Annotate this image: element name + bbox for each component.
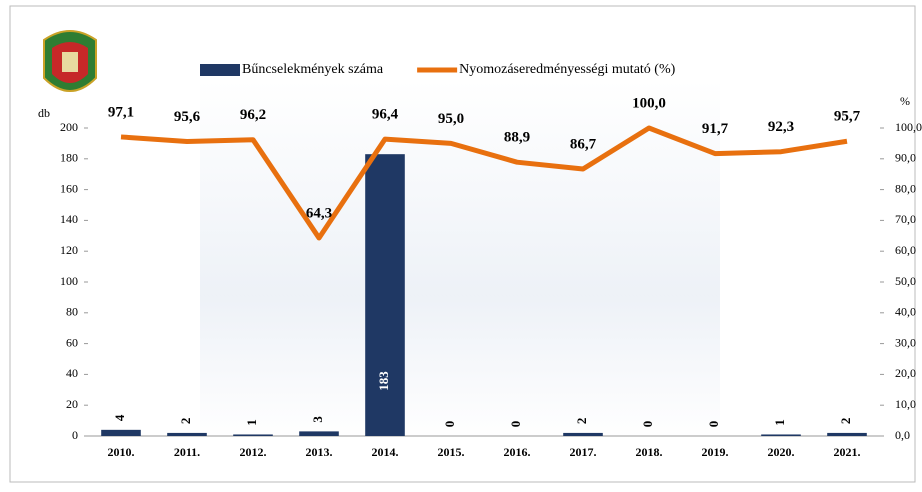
y2-tick-label: 20,0 xyxy=(895,366,916,380)
bar xyxy=(761,434,801,436)
y2-axis-label: % xyxy=(900,94,910,108)
line-value-label: 95,7 xyxy=(834,109,861,125)
line-value-label: 91,7 xyxy=(702,121,729,137)
line-value-label: 92,3 xyxy=(768,119,794,135)
bar-value-label: 2 xyxy=(178,418,193,425)
line-value-label: 96,4 xyxy=(372,107,399,123)
line-value-label: 95,6 xyxy=(174,109,201,125)
bar xyxy=(299,431,339,436)
line-value-label: 97,1 xyxy=(108,104,134,120)
line-value-label: 64,3 xyxy=(306,205,332,221)
y2-tick-label: 90,0 xyxy=(895,151,916,165)
line-value-label: 100,0 xyxy=(632,95,666,111)
x-tick-label: 2015. xyxy=(438,445,465,459)
y-tick-label: 40 xyxy=(66,366,78,380)
bar-value-label: 0 xyxy=(706,421,721,428)
logo xyxy=(43,30,97,92)
y-tick-label: 60 xyxy=(66,335,78,349)
y2-tick-label: 100,0 xyxy=(895,120,922,134)
y2-tick-label: 10,0 xyxy=(895,397,916,411)
y-tick-label: 0 xyxy=(72,428,78,442)
bar-value-label: 2 xyxy=(838,418,853,425)
y-tick-label: 80 xyxy=(66,305,78,319)
bar-value-label: 1 xyxy=(244,419,259,426)
y2-tick-label: 30,0 xyxy=(895,335,916,349)
bar-value-label: 2 xyxy=(574,418,589,425)
line-value-label: 88,9 xyxy=(504,130,530,146)
line-value-label: 96,2 xyxy=(240,107,266,123)
y-tick-label: 180 xyxy=(60,151,78,165)
x-tick-label: 2019. xyxy=(702,445,729,459)
bar-value-label: 0 xyxy=(442,421,457,428)
x-tick-label: 2010. xyxy=(108,445,135,459)
x-tick-label: 2017. xyxy=(570,445,597,459)
y-tick-label: 140 xyxy=(60,212,78,226)
x-tick-label: 2016. xyxy=(504,445,531,459)
bar-value-label: 4 xyxy=(112,414,127,421)
y2-tick-label: 50,0 xyxy=(895,274,916,288)
y-tick-label: 100 xyxy=(60,274,78,288)
bar-value-label: 183 xyxy=(376,371,391,391)
y-tick-label: 200 xyxy=(60,120,78,134)
x-tick-label: 2014. xyxy=(372,445,399,459)
legend-label: Bűncselekmények száma xyxy=(242,62,384,77)
x-tick-label: 2011. xyxy=(174,445,200,459)
line xyxy=(120,125,848,241)
bar-value-label: 0 xyxy=(508,421,523,428)
bar xyxy=(167,432,207,436)
y2-tick-label: 80,0 xyxy=(895,181,916,195)
y2-tick-label: 70,0 xyxy=(895,212,916,226)
y-tick-label: 120 xyxy=(60,243,78,257)
legend-label: Nyomozáseredményességi mutató (%) xyxy=(459,62,675,77)
x-tick-label: 2021. xyxy=(834,445,861,459)
legend: Bűncselekmények száma Nyomozáseredményess… xyxy=(200,62,676,77)
x-tick-label: 2013. xyxy=(306,445,333,459)
y2-tick-label: 40,0 xyxy=(895,305,916,319)
x-tick-label: 2020. xyxy=(768,445,795,459)
legend-swatch xyxy=(200,64,240,76)
y2-tick-label: 0,0 xyxy=(895,428,910,442)
x-tick-label: 2018. xyxy=(636,445,663,459)
line-value-label: 86,7 xyxy=(570,136,597,152)
bar xyxy=(101,429,141,436)
x-tick-label: 2012. xyxy=(240,445,267,459)
bar-value-label: 3 xyxy=(310,416,325,423)
bar-value-label: 1 xyxy=(772,419,787,426)
line-value-label: 95,0 xyxy=(438,111,464,127)
bar xyxy=(827,432,867,436)
bar xyxy=(233,434,273,436)
y-axis-label: db xyxy=(38,106,50,120)
y-tick-label: 160 xyxy=(60,181,78,195)
bar xyxy=(563,432,603,436)
y-tick-label: 20 xyxy=(66,397,78,411)
bar xyxy=(365,154,405,436)
y2-tick-label: 60,0 xyxy=(895,243,916,257)
bar-value-label: 0 xyxy=(640,421,655,428)
